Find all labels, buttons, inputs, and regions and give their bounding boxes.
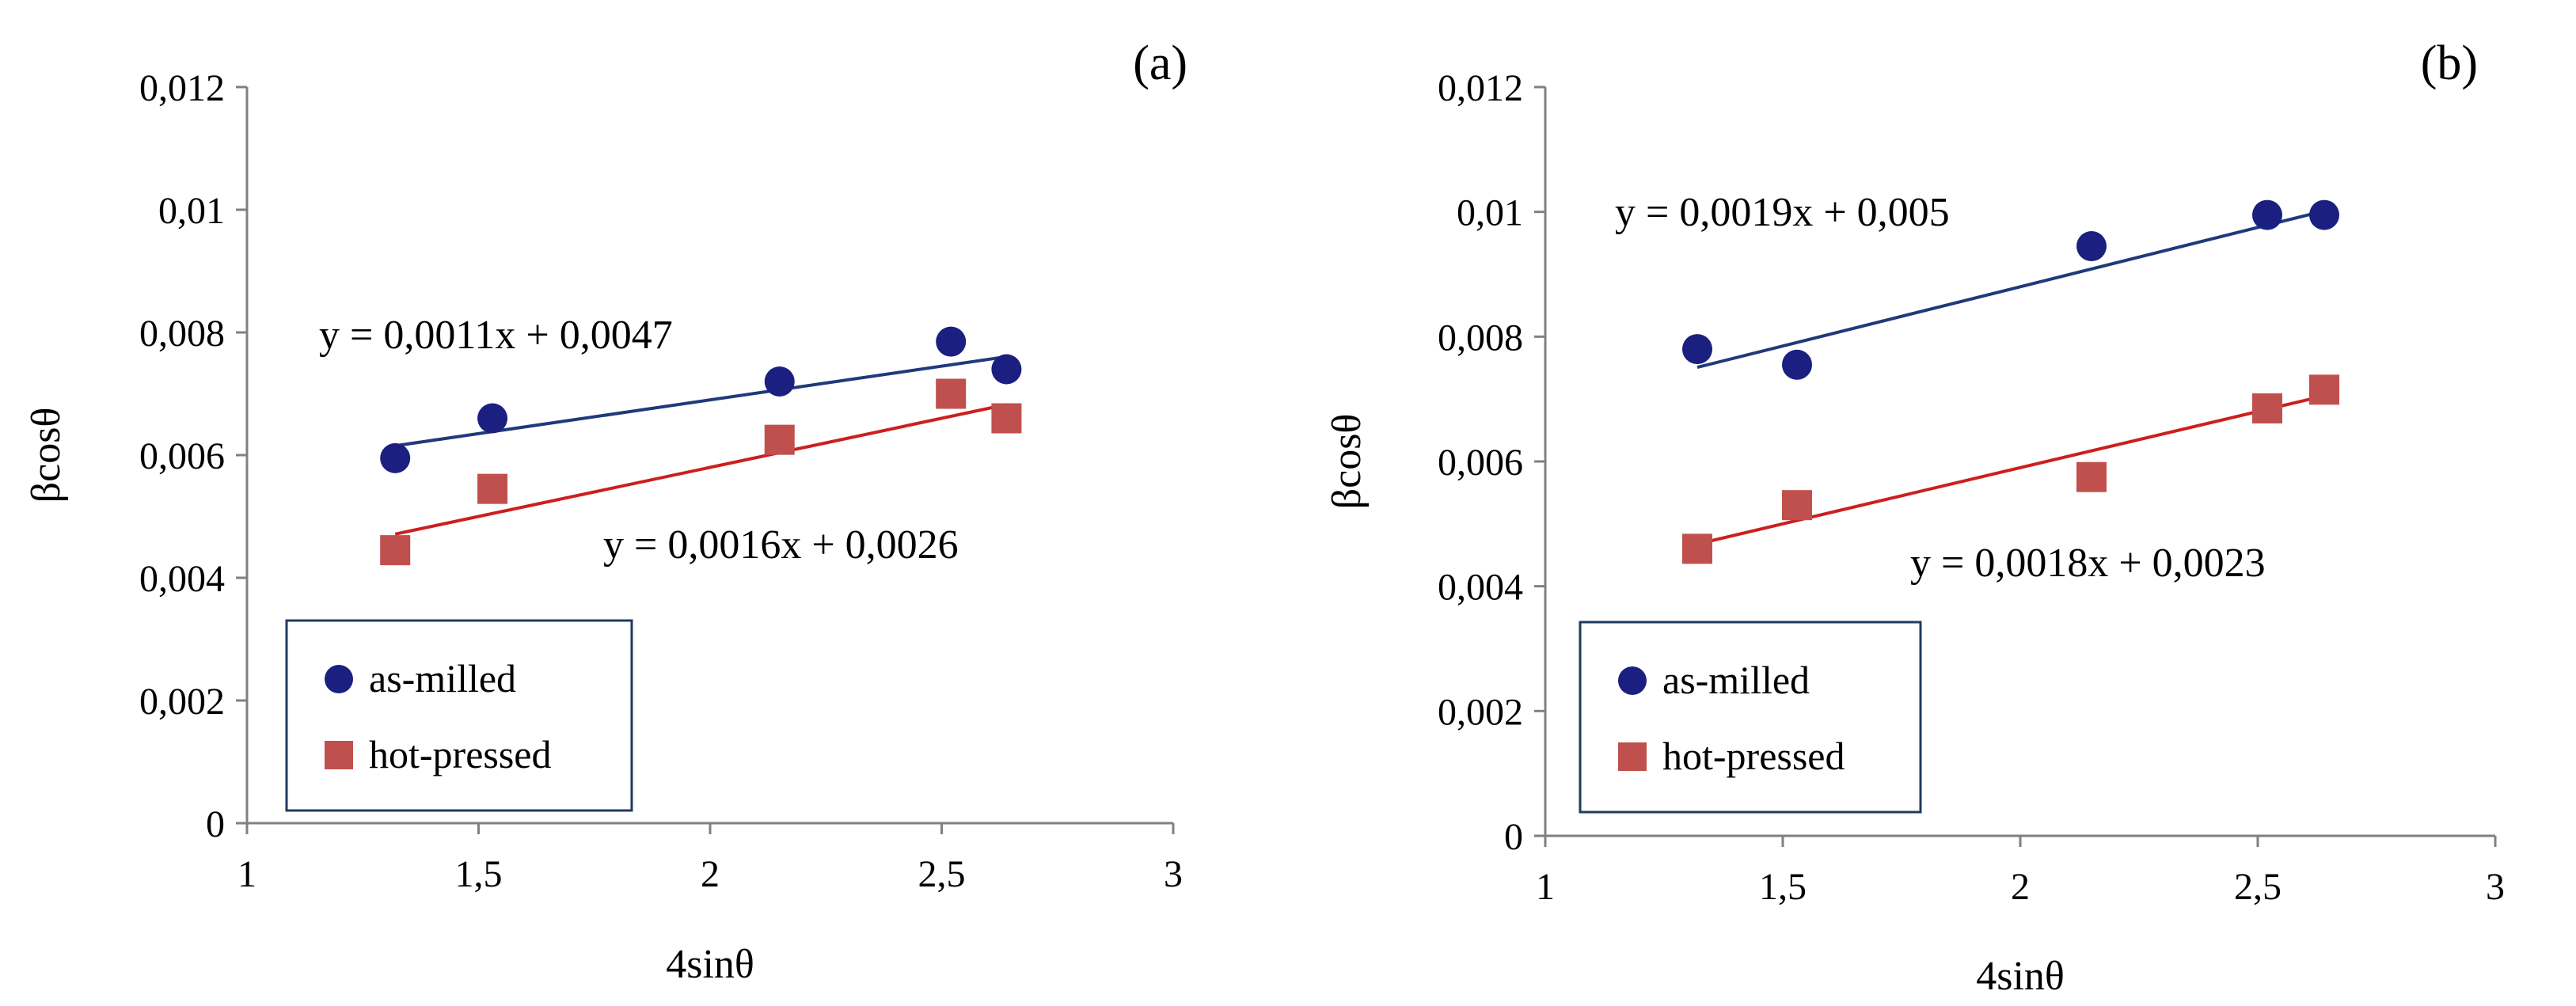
data-point-as-milled bbox=[2309, 199, 2339, 230]
data-point-hot-pressed bbox=[2309, 374, 2339, 405]
y-tick-label: 0,008 bbox=[139, 313, 225, 355]
panel-label: (b) bbox=[2421, 36, 2478, 90]
trendline-equation-as-milled: y = 0,0011x + 0,0047 bbox=[319, 313, 673, 358]
y-tick-label: 0,008 bbox=[1438, 317, 1523, 359]
y-tick-label: 0,002 bbox=[139, 681, 225, 723]
data-point-as-milled bbox=[936, 326, 967, 357]
data-point-as-milled bbox=[991, 354, 1022, 385]
y-tick-label: 0,004 bbox=[1438, 567, 1523, 609]
legend-label-hot-pressed: hot-pressed bbox=[369, 732, 552, 776]
y-tick-label: 0,006 bbox=[139, 435, 225, 477]
x-tick-label: 2 bbox=[701, 853, 720, 895]
y-tick-label: 0,006 bbox=[1438, 442, 1523, 484]
chart-panel-b: 0 0,002 0,004 0,006 0,008 0,01 0,012 1 1,5 2 2,5 3 4… bbox=[1324, 36, 2505, 999]
chart-panel-a: 0 0,002 0,004 0,006 0,008 0,01 0,012 1 1,5 2 2,5 3 4… bbox=[24, 36, 1187, 987]
x-tick-label: 1,5 bbox=[455, 853, 503, 895]
legend: as-milled hot-pressed bbox=[285, 619, 633, 812]
x-tick-label: 2,5 bbox=[2234, 866, 2282, 908]
x-tick-label: 3 bbox=[1164, 853, 1183, 895]
data-point-hot-pressed bbox=[1782, 490, 1812, 521]
data-point-as-milled bbox=[2076, 231, 2107, 262]
trendline-hot-pressed bbox=[1696, 394, 2325, 546]
legend-label-as-milled: as-milled bbox=[1662, 658, 1810, 702]
x-tick-label: 2 bbox=[2011, 866, 2030, 908]
data-point-as-milled bbox=[2252, 199, 2282, 230]
panel-label: (a) bbox=[1133, 36, 1187, 90]
legend-box bbox=[1579, 621, 1922, 814]
data-point-hot-pressed bbox=[477, 473, 508, 504]
y-tick-label: 0 bbox=[206, 803, 225, 845]
data-point-hot-pressed bbox=[991, 403, 1022, 434]
square-marker-icon bbox=[325, 741, 353, 769]
data-point-hot-pressed bbox=[2252, 393, 2282, 423]
trendline-as-milled bbox=[1696, 209, 2325, 370]
data-point-hot-pressed bbox=[380, 535, 411, 566]
y-tick-label: 0,002 bbox=[1438, 691, 1523, 733]
data-point-hot-pressed bbox=[936, 378, 967, 409]
data-point-hot-pressed bbox=[2076, 461, 2107, 492]
y-axis-title: βcosθ bbox=[24, 408, 69, 503]
square-marker-icon bbox=[1618, 742, 1647, 771]
x-tick-label: 3 bbox=[2486, 866, 2505, 908]
x-axis-title: 4sinθ bbox=[1976, 954, 2065, 999]
data-point-hot-pressed bbox=[1682, 533, 1712, 564]
x-tick-label: 1,5 bbox=[1759, 866, 1807, 908]
y-tick-label: 0,004 bbox=[139, 558, 225, 600]
y-axis-title: βcosθ bbox=[1324, 414, 1370, 510]
legend: as-milled hot-pressed bbox=[1579, 621, 1922, 814]
data-point-as-milled bbox=[764, 366, 795, 397]
trendline-hot-pressed bbox=[394, 403, 1007, 536]
x-tick-label: 2,5 bbox=[918, 853, 966, 895]
circle-marker-icon bbox=[325, 665, 353, 693]
x-tick-label: 1 bbox=[237, 853, 256, 895]
y-tick-label: 0,012 bbox=[1438, 67, 1523, 109]
y-tick-label: 0,012 bbox=[139, 67, 225, 109]
legend-label-hot-pressed: hot-pressed bbox=[1662, 734, 1845, 778]
circle-marker-icon bbox=[1618, 666, 1647, 695]
data-point-as-milled bbox=[1782, 349, 1812, 380]
y-tick-label: 0 bbox=[1504, 816, 1523, 858]
trendline-equation-hot-pressed: y = 0,0018x + 0,0023 bbox=[1910, 541, 2266, 586]
data-point-hot-pressed bbox=[764, 424, 795, 455]
x-axis-title: 4sinθ bbox=[666, 942, 754, 987]
x-tick-label: 1 bbox=[1536, 866, 1555, 908]
trendline-as-milled bbox=[394, 355, 1007, 448]
data-point-as-milled bbox=[1682, 334, 1712, 365]
y-tick-label: 0,01 bbox=[158, 190, 225, 232]
y-tick-label: 0,01 bbox=[1457, 192, 1523, 234]
legend-label-as-milled: as-milled bbox=[369, 656, 516, 700]
data-point-as-milled bbox=[380, 442, 411, 473]
legend-box bbox=[285, 619, 633, 812]
trendline-equation-as-milled: y = 0,0019x + 0,005 bbox=[1615, 190, 1950, 235]
data-point-as-milled bbox=[477, 403, 508, 434]
trendline-equation-hot-pressed: y = 0,0016x + 0,0026 bbox=[603, 522, 959, 568]
